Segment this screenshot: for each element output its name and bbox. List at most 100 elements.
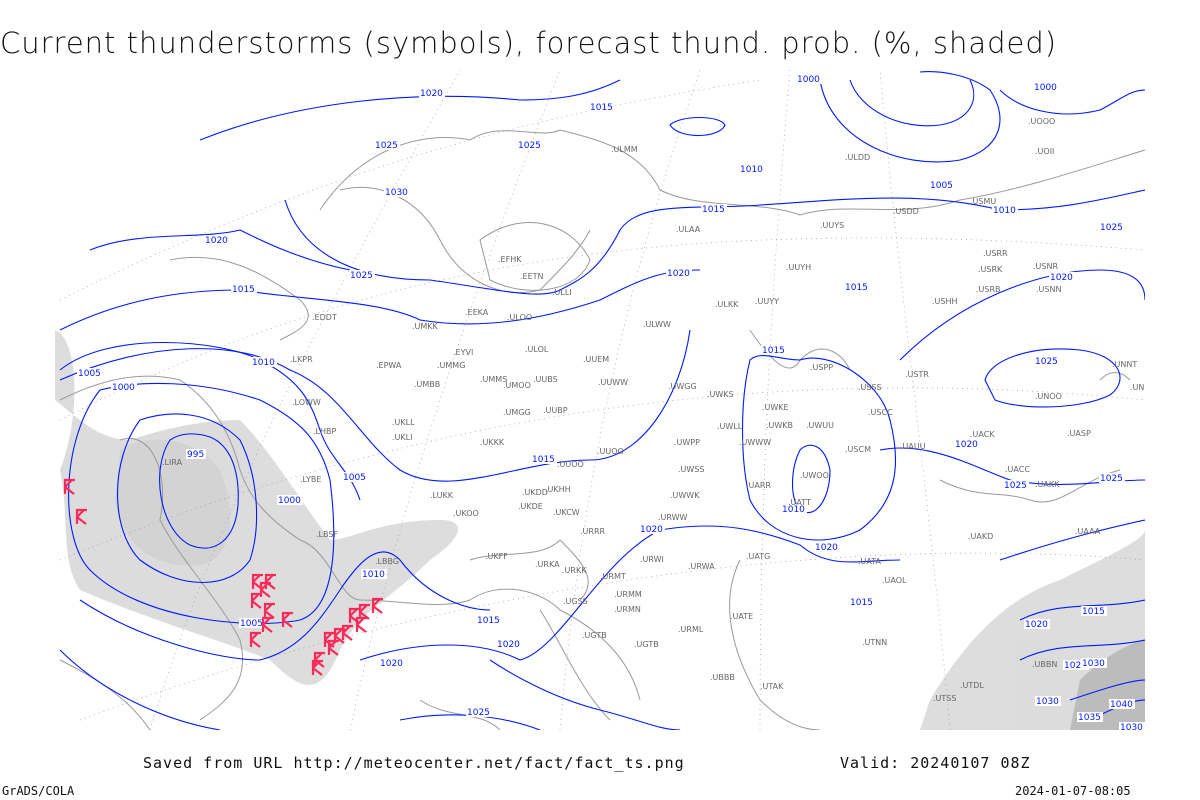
station-label: .USTR xyxy=(905,370,929,379)
isobar-label: 1020 xyxy=(497,640,520,650)
saved-from-url: Saved from URL http://meteocenter.net/fa… xyxy=(143,754,685,772)
station-label: .ULLI xyxy=(552,288,572,297)
station-label: .UWOO xyxy=(800,471,829,480)
station-label: .USMU xyxy=(970,197,996,206)
station-label: .UUBP xyxy=(543,406,568,415)
station-label: .USCC xyxy=(868,408,893,417)
station-label: .UAKD xyxy=(968,532,993,541)
station-label: .UWWW xyxy=(739,438,771,447)
isobar-label: 1015 xyxy=(232,285,255,295)
station-label: .UWUU xyxy=(806,421,834,430)
isobar-label: 1020 xyxy=(1050,273,1073,283)
thunderstorm-symbol xyxy=(259,581,271,598)
thunderstorm-symbol xyxy=(341,624,353,641)
isobar-label: 1025 xyxy=(375,141,398,151)
station-label: .UGTB xyxy=(582,631,607,640)
isobar-label: 1025 xyxy=(467,708,490,718)
isobar-label: 1025 xyxy=(350,271,373,281)
station-label: .UMGG xyxy=(503,408,531,417)
isobar-label: 1000 xyxy=(797,75,820,85)
station-label: .LUKK xyxy=(430,491,454,500)
station-label: .USDD xyxy=(893,207,919,216)
isobar-label: 1000 xyxy=(112,383,135,393)
station-label: .UATG xyxy=(746,552,770,561)
station-label: .ULWW xyxy=(643,320,671,329)
isobar-label: 1030 xyxy=(1036,697,1059,707)
isobar-label: 1010 xyxy=(993,206,1016,216)
station-label: .USRK xyxy=(978,265,1003,274)
station-label: .USRR xyxy=(983,249,1008,258)
isobar-label: 1035 xyxy=(1078,713,1101,723)
station-label: .UTNN xyxy=(862,638,887,647)
station-label: .UUBS xyxy=(533,375,558,384)
station-label: .UWGG xyxy=(668,382,697,391)
station-label: .UTAK xyxy=(760,682,784,691)
isobar-label: 1020 xyxy=(640,525,663,535)
isobar-label: 1020 xyxy=(420,89,443,99)
isobar-label: 1025 xyxy=(1100,474,1123,484)
station-label: .UWKB xyxy=(766,421,793,430)
station-label: .UTSS xyxy=(933,694,956,703)
station-label: .UKCW xyxy=(553,508,580,517)
thunderstorm-symbol xyxy=(333,627,345,644)
isobar-label: 1015 xyxy=(850,598,873,608)
station-label: .URKK xyxy=(562,566,587,575)
station-label: .EEKA xyxy=(465,308,489,317)
isobar-label: 1015 xyxy=(702,205,725,215)
station-label: .UUYY xyxy=(755,297,779,306)
isobar-label: 1010 xyxy=(740,165,763,175)
station-label: .UKLL xyxy=(392,418,415,427)
thunderstorm-symbol xyxy=(63,478,75,495)
station-label: .UWSS xyxy=(678,465,704,474)
isobar-label: 1020 xyxy=(815,543,838,553)
station-label: .UOOO xyxy=(1028,117,1055,126)
station-label: .URMN xyxy=(614,605,641,614)
station-label: .UWPP xyxy=(674,438,700,447)
station-label: .UWKS xyxy=(707,390,734,399)
station-label: .UMOO xyxy=(503,381,531,390)
thunderstorm-symbol xyxy=(249,631,261,648)
station-label: .EFHK xyxy=(498,255,522,264)
station-label: .URWA xyxy=(688,562,715,571)
station-label: .UAOL xyxy=(882,576,907,585)
station-label: .UBBN xyxy=(1032,660,1057,669)
station-label: .EDDT xyxy=(312,313,337,322)
station-label: .UGSS xyxy=(563,597,588,606)
station-label: .USNR xyxy=(1033,262,1058,271)
station-label: .UACC xyxy=(1005,465,1030,474)
station-label: .LOWW xyxy=(292,398,321,407)
station-label: .UUEM xyxy=(583,355,609,364)
isobar-label: 1015 xyxy=(532,455,555,465)
thunderstorm-symbol xyxy=(263,602,275,619)
station-label: .URKA xyxy=(535,560,560,569)
station-label: .USNN xyxy=(1036,285,1061,294)
station-label: .USRB xyxy=(976,285,1001,294)
isobar-label: 1020 xyxy=(955,440,978,450)
station-label: .URRR xyxy=(580,527,606,536)
station-label: .UKKK xyxy=(480,438,505,447)
isobar-label: 1025 xyxy=(1064,661,1087,671)
thunderstorm-symbol xyxy=(327,639,339,656)
station-label: .URML xyxy=(678,625,704,634)
station-label: .UKOO xyxy=(453,509,479,518)
station-label: .UATA xyxy=(858,557,882,566)
station-label: .UWWK xyxy=(670,491,700,500)
isobar-label: 1020 xyxy=(380,659,403,669)
isobar-label: 1040 xyxy=(1110,700,1133,710)
station-label: .EETN xyxy=(520,272,544,281)
thunderstorm-symbol xyxy=(250,592,262,609)
thunderstorm-symbol xyxy=(355,616,367,633)
station-label: .ULDD xyxy=(845,153,870,162)
station-label: .UWKE xyxy=(762,403,789,412)
thunderstorm-symbols xyxy=(63,478,383,676)
isobar-label: 1005 xyxy=(240,619,263,629)
station-label: .UNBB xyxy=(1130,383,1155,392)
station-label: .LYBE xyxy=(300,475,321,484)
station-label: .UKHH xyxy=(545,485,571,494)
isobar-label: 1025 xyxy=(518,141,541,151)
station-label: .UOII xyxy=(1035,147,1054,156)
station-label: .URMM xyxy=(614,590,642,599)
station-label: .LBSF xyxy=(316,530,338,539)
station-label: .USSS xyxy=(858,383,882,392)
